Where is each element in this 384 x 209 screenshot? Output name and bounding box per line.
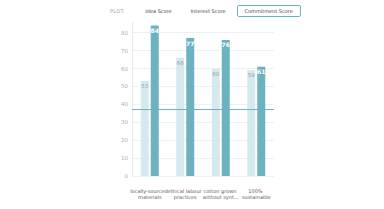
svg-text:53: 53 xyxy=(141,83,148,89)
svg-text:sustainable: sustainable xyxy=(242,194,271,200)
svg-text:60: 60 xyxy=(212,71,219,77)
svg-text:40: 40 xyxy=(121,101,128,107)
svg-text:61: 61 xyxy=(257,68,265,75)
svg-text:77: 77 xyxy=(186,40,194,47)
svg-text:locally-sourced: locally-sourced xyxy=(130,188,170,194)
html-text:PLOT:: PLOT: xyxy=(110,8,126,14)
svg-text:ethical labour: ethical labour xyxy=(167,188,204,194)
svg-text:cotton grown: cotton grown xyxy=(203,188,238,194)
svg-text:20: 20 xyxy=(121,137,128,143)
html-text:Interest Score: Interest Score xyxy=(190,8,226,14)
svg-text:100%: 100% xyxy=(248,188,265,194)
svg-text:practices: practices xyxy=(174,194,197,201)
svg-text:84: 84 xyxy=(151,27,159,34)
svg-text:30: 30 xyxy=(121,119,128,125)
svg-text:66: 66 xyxy=(177,60,184,66)
svg-text:0: 0 xyxy=(125,173,129,179)
svg-text:59: 59 xyxy=(248,72,255,78)
html-text:Idea Score: Idea Score xyxy=(145,8,172,14)
svg-text:70: 70 xyxy=(121,48,128,54)
svg-text:without synt...: without synt... xyxy=(203,194,239,201)
html-text:Commitment Score: Commitment Score xyxy=(244,8,293,14)
svg-text:50: 50 xyxy=(121,83,128,89)
svg-text:materials: materials xyxy=(138,194,162,200)
svg-text:80: 80 xyxy=(121,30,128,36)
svg-text:76: 76 xyxy=(222,41,230,48)
svg-text:60: 60 xyxy=(121,66,128,72)
svg-text:10: 10 xyxy=(121,155,128,161)
